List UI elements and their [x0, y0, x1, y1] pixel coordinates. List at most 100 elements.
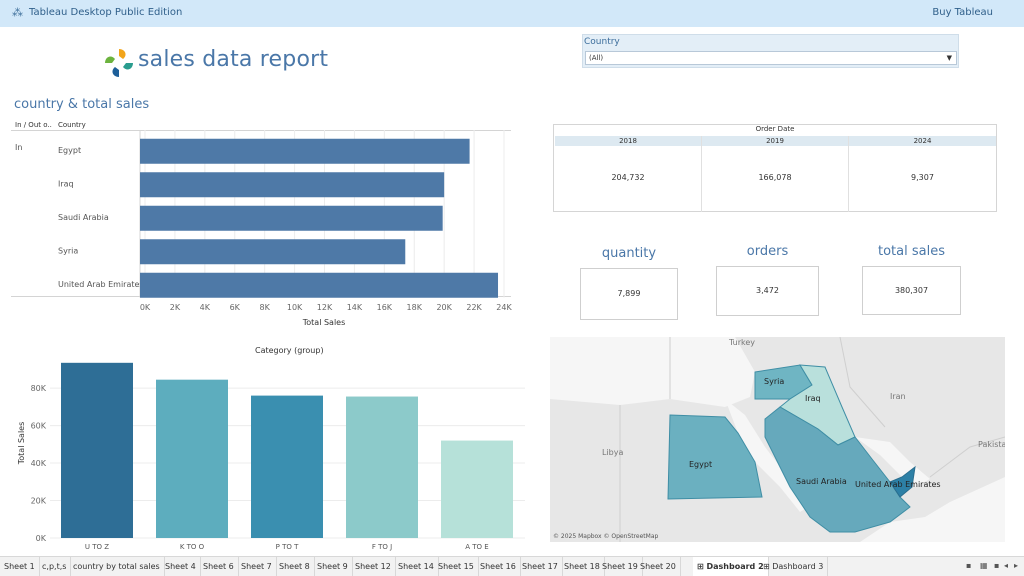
sheet-tab-bar: Sheet 1 c,p,t,s country by total sales Shee… [0, 556, 1024, 576]
sheet-tab[interactable]: Sheet 12 [351, 557, 396, 576]
map-label-iraq: Iraq [805, 394, 821, 403]
in-group-label: In [15, 143, 23, 152]
total-sales-label: total sales [878, 244, 945, 259]
bar [140, 138, 470, 164]
sheet-tab[interactable]: ⊞ Dashboard 2 [693, 557, 769, 576]
map-label-turkey: Turkey [729, 338, 756, 347]
category-label: P TO T [276, 543, 299, 551]
sales-value-2019: 166,078 [758, 173, 792, 182]
tableau-logo-icon: ⁂ [12, 6, 23, 19]
quantity-label: quantity [601, 246, 657, 261]
x-tick-label: 10K [287, 303, 303, 312]
prev-tab-icon[interactable]: ◂ [1004, 561, 1009, 570]
country-filter-label: Country [584, 37, 620, 47]
sheet-tab[interactable]: c,p,t,s [38, 557, 72, 576]
quantity-value: 7,899 [580, 268, 678, 320]
x-axis-title: Total Sales [302, 318, 346, 327]
country-filter: Country (All) ▼ [582, 34, 959, 68]
category-sales-bar-chart: 0K 20K 40K 60K 80K Total Sales U TO Z K TO O P T… [17, 362, 525, 551]
order-date-header: Order Date [755, 125, 795, 133]
y-tick-label: 40K [31, 459, 47, 468]
bar [61, 362, 133, 538]
country-column-header: Country [58, 121, 86, 129]
map-label-egypt: Egypt [689, 460, 713, 469]
sheet-tab[interactable]: Sheet 1 [0, 557, 40, 576]
map-label-uae: United Arab Emirates [855, 480, 941, 489]
bar [140, 205, 443, 231]
app-title: Tableau Desktop Public Edition [29, 7, 183, 18]
map-label-libya: Libya [602, 448, 624, 457]
red-sea [725, 399, 808, 512]
y-tick-label: 20K [31, 497, 47, 506]
map-attribution: © 2025 Mapbox © OpenStreetMap [553, 533, 659, 540]
map-label-iran: Iran [890, 392, 906, 401]
x-tick-label: 4K [200, 303, 211, 312]
sheet-tab[interactable]: ⊞ Dashboard 3 [759, 557, 829, 576]
sales-value-2024: 9,307 [911, 173, 934, 182]
sheet-tab[interactable]: Sheet 18 [560, 557, 605, 576]
x-tick-label: 14K [347, 303, 363, 312]
bar [156, 379, 228, 538]
x-tick-label: 8K [259, 303, 270, 312]
map-canvas [550, 337, 1005, 542]
bar [140, 172, 445, 198]
egypt-region[interactable] [667, 414, 763, 500]
x-tick-label: 12K [317, 303, 333, 312]
sheet-tab[interactable]: country by total sales [69, 557, 165, 576]
filmstrip-icon[interactable]: ▦ [980, 561, 988, 570]
order-date-table: Order Date 2018 2019 2024 204,732 166,07… [553, 124, 997, 212]
divider [701, 136, 702, 212]
bar [251, 395, 323, 538]
x-tick-label: 2K [170, 303, 181, 312]
x-tick-label: 20K [436, 303, 452, 312]
sheet-tab[interactable]: Sheet 4 [161, 557, 201, 576]
map-label-pakistan: Pakista [978, 440, 1005, 449]
border-line [929, 436, 1005, 478]
country-label: Iraq [58, 179, 74, 188]
x-tick-label: 6K [230, 303, 241, 312]
sheet-tab[interactable]: Sheet 19 [598, 557, 643, 576]
next-tab-icon[interactable]: ▸ [1014, 561, 1019, 570]
sheet-tab[interactable]: Sheet 15 [434, 557, 479, 576]
sheet-tab[interactable]: Sheet 8 [275, 557, 315, 576]
sheet-tab[interactable]: Sheet 17 [518, 557, 563, 576]
x-tick-label: 18K [407, 303, 423, 312]
report-logo-icon [105, 49, 133, 77]
sheet-tab[interactable]: Sheet 7 [237, 557, 277, 576]
mediterranean-sea [550, 337, 755, 407]
sheet-tab[interactable]: Sheet 16 [476, 557, 521, 576]
sheet-tab[interactable]: Sheet 14 [394, 557, 439, 576]
country-label: United Arab Emirates [58, 280, 144, 289]
show-sheet-sorter-icon[interactable]: ▪ [966, 561, 972, 570]
sheet-tab[interactable]: Sheet 20 [636, 557, 681, 576]
divider [11, 130, 511, 131]
report-title: sales data report [138, 47, 329, 72]
sales-value-2018: 204,732 [611, 173, 645, 182]
country-label: Syria [58, 246, 78, 255]
buy-tableau-link[interactable]: Buy Tableau [932, 7, 993, 18]
top-bar: ⁂ Tableau Desktop Public Edition Buy Tab… [0, 0, 1024, 27]
orders-label: orders [746, 244, 789, 259]
x-tick-label: 0K [140, 303, 151, 312]
year-header-2019: 2019 [702, 136, 848, 146]
tabs-icon[interactable]: ▪ [994, 561, 1000, 570]
bar [140, 272, 499, 298]
category-label: U TO Z [85, 543, 109, 551]
arabian-sea [860, 477, 1005, 542]
bar [346, 396, 418, 538]
category-label: A TO E [465, 543, 488, 551]
sheet-tab[interactable]: Sheet 9 [313, 557, 353, 576]
saudi-arabia-region[interactable] [764, 406, 911, 533]
country-label: Saudi Arabia [58, 213, 109, 222]
x-tick-label: 24K [496, 303, 512, 312]
total-sales-value: 380,307 [862, 266, 961, 315]
category-label: K TO O [180, 543, 205, 551]
country-dropdown[interactable]: (All) ▼ [585, 51, 957, 65]
y-tick-label: 60K [31, 422, 47, 431]
chevron-down-icon: ▼ [946, 54, 952, 62]
sales-map[interactable]: Turkey Iran Libya Pakista Syria Iraq Egy… [550, 337, 1005, 542]
country-sales-bar-chart: 0K 2K 4K 6K 8K 10K 12K 14K 16K 18K 20K 22K 24K Egypt I… [58, 130, 512, 327]
category-chart-title: Category (group) [255, 346, 324, 355]
sheet-tab[interactable]: Sheet 6 [199, 557, 239, 576]
uae-region[interactable] [889, 465, 916, 498]
